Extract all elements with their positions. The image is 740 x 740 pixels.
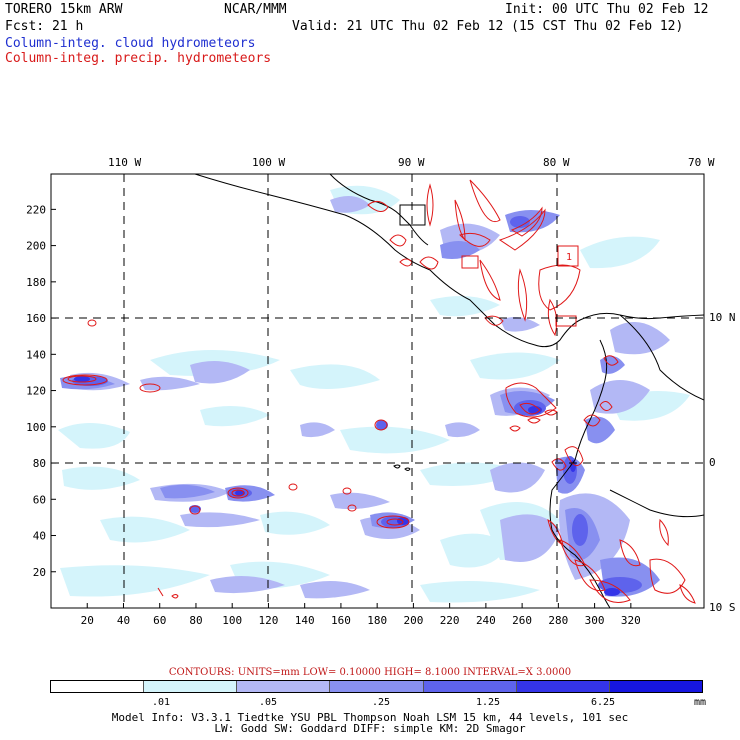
y-tick-label: 80 [33,457,46,470]
legend-unit: mm [694,697,707,708]
legend-swatch [609,681,702,692]
x-tick-label: 160 [331,614,351,627]
model-info-line2: LW: Godd SW: Goddard DIFF: simple KM: 2D… [214,722,526,735]
lat-label-10n: 10 N [709,311,736,324]
lon-label-100w: 100 W [252,156,286,169]
legend-swatch [237,681,331,692]
cloud-field-label: Column-integ. cloud hydrometeors [5,36,256,51]
legend-label-625: 6.25 [591,697,616,708]
x-tick-label: 320 [621,614,641,627]
legend-swatch [423,681,517,692]
x-tick-label: 280 [548,614,568,627]
init-time: Init: 00 UTC Thu 02 Feb 12 [505,2,709,17]
x-tick-label: 300 [585,614,605,627]
x-tick-label: 120 [259,614,279,627]
x-tick-label: 200 [403,614,423,627]
y-tick-label: 140 [26,348,46,361]
model-info-line1: Model Info: V3.3.1 Tiedtke YSU PBL Thomp… [111,711,629,724]
x-tick-label: 140 [295,614,315,627]
legend-swatch [516,681,610,692]
lat-label-0: 0 [709,456,716,469]
precip-field-label: Column-integ. precip. hydrometeors [5,51,272,66]
y-tick-label: 20 [33,566,46,579]
legend-swatch [330,681,424,692]
lat-label-10s: 10 S [709,601,736,614]
x-tick-label: 20 [81,614,94,627]
lon-label-80w: 80 W [543,156,570,169]
x-tick-label: 80 [189,614,202,627]
contour-inline-label: 1 [566,252,572,263]
latlon-grid [51,174,704,608]
y-tick-label: 160 [26,312,46,325]
precip-contour-layer [62,179,696,604]
x-tick-label: 40 [117,614,130,627]
x-tick-label: 260 [512,614,532,627]
x-tick-label: 240 [476,614,496,627]
legend-label-005: .05 [259,697,278,708]
legend-swatch [51,681,145,692]
x-tick-label: 180 [367,614,387,627]
legend-label-025: .25 [372,697,391,708]
legend-label-125: 1.25 [476,697,501,708]
model-title: TORERO 15km ARW [5,2,123,17]
forecast-hour: Fcst: 21 h [5,19,84,34]
legend-swatch [144,681,238,692]
lon-label-70w: 70 W [688,156,715,169]
y-tick-label: 220 [26,203,46,216]
lon-label-110w: 110 W [108,156,142,169]
x-tick-label: 60 [153,614,166,627]
color-legend-bar [50,680,703,693]
organization-label: NCAR/MMM [224,2,287,17]
y-tick-label: 200 [26,240,46,253]
valid-time: Valid: 21 UTC Thu 02 Feb 12 (15 CST Thu … [292,19,684,34]
cloud-shading-layer [58,185,690,603]
contours-info: CONTOURS: UNITS=mm LOW= 0.10000 HIGH= 8.… [168,667,572,678]
lon-label-90w: 90 W [398,156,425,169]
legend-label-001: .01 [152,697,171,708]
x-tick-label: 220 [440,614,460,627]
y-tick-label: 40 [33,530,46,543]
x-tick-label: 100 [222,614,242,627]
y-tick-label: 60 [33,493,46,506]
y-tick-label: 180 [26,276,46,289]
y-tick-label: 100 [26,421,46,434]
y-tick-label: 120 [26,385,46,398]
